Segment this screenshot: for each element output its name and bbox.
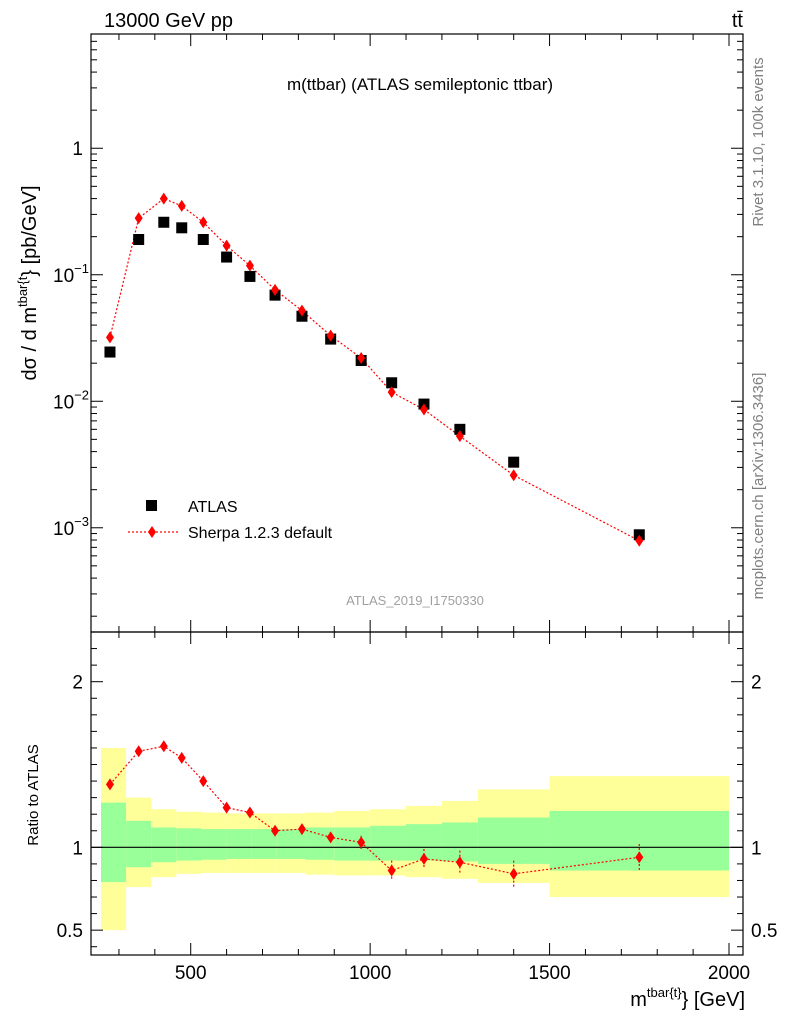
sherpa-ratio-point bbox=[635, 851, 644, 864]
mcplots-credit: mcplots.cern.ch [arXiv:1306.3436] bbox=[750, 373, 767, 600]
main-frame bbox=[90, 33, 744, 633]
x-tick-label: 1500 bbox=[528, 963, 570, 984]
ratio-y-axis-label: Ratio to ATLAS bbox=[25, 744, 42, 845]
sherpa-point bbox=[105, 331, 114, 344]
atlas-point bbox=[454, 423, 466, 435]
sherpa-point bbox=[271, 283, 280, 296]
x-axis-label: mtbar{t}} [GeV] bbox=[630, 985, 745, 1011]
sherpa-point bbox=[357, 351, 366, 364]
ratio-uncertainty-bands bbox=[101, 747, 729, 931]
sherpa-ratio-point bbox=[199, 775, 208, 788]
band-inner bbox=[151, 827, 177, 863]
main-y-tick-label: 10−3 bbox=[53, 514, 89, 540]
sherpa-point bbox=[635, 534, 644, 547]
main-y-tick-label: 1 bbox=[72, 139, 83, 160]
sherpa-point bbox=[297, 304, 306, 317]
ratio-points bbox=[105, 740, 644, 888]
sherpa-point bbox=[222, 239, 231, 252]
ratio-y-tick-label: 2 bbox=[72, 673, 83, 694]
band-inner bbox=[126, 820, 152, 868]
atlas-point bbox=[244, 270, 256, 282]
sherpa-ratio-line bbox=[109, 745, 640, 875]
main-y-tick-label: 10−2 bbox=[53, 387, 89, 413]
sherpa-ratio-point bbox=[159, 740, 168, 753]
legend-sherpa-marker bbox=[148, 526, 156, 538]
sherpa-ratio-point bbox=[387, 864, 396, 877]
band-inner bbox=[101, 802, 127, 883]
atlas-point bbox=[508, 456, 520, 468]
band-inner bbox=[251, 829, 277, 859]
sherpa-point bbox=[177, 199, 186, 212]
sherpa-line bbox=[109, 197, 640, 542]
sherpa-ratio-point bbox=[326, 831, 335, 844]
analysis-watermark: ATLAS_2019_I1750330 bbox=[346, 593, 484, 608]
sherpa-ratio-point bbox=[134, 745, 143, 758]
atlas-point bbox=[221, 251, 233, 263]
band-inner bbox=[334, 827, 371, 861]
atlas-point bbox=[104, 346, 116, 358]
ratio-y-tick-label-right: 1 bbox=[751, 838, 762, 859]
ratio-y-tick-label-right: 0.5 bbox=[751, 921, 777, 942]
band-inner bbox=[226, 829, 252, 859]
legend-atlas-label: ATLAS bbox=[188, 499, 238, 516]
band-inner bbox=[201, 829, 227, 860]
sherpa-point bbox=[387, 386, 396, 399]
header-process: 13000 GeV pp bbox=[104, 10, 233, 32]
main-points bbox=[104, 192, 645, 547]
band-inner bbox=[305, 827, 335, 860]
header-final-state: tt̄ bbox=[732, 10, 744, 32]
sherpa-ratio-point bbox=[419, 852, 428, 865]
sherpa-point bbox=[509, 469, 518, 482]
sherpa-point bbox=[455, 430, 464, 443]
x-tick-label: 2000 bbox=[708, 963, 750, 984]
sherpa-point bbox=[245, 259, 254, 272]
ratio-y-tick-label: 1 bbox=[72, 838, 83, 859]
sherpa-point bbox=[134, 212, 143, 225]
sherpa-ratio-point bbox=[455, 856, 464, 869]
sherpa-ratio-point bbox=[177, 751, 186, 764]
sherpa-ratio-point bbox=[357, 836, 366, 849]
sherpa-point bbox=[199, 216, 208, 229]
rivet-version-label: Rivet 3.1.10, 100k events bbox=[750, 57, 767, 226]
legend: ATLAS Sherpa 1.2.3 default bbox=[128, 499, 333, 542]
sherpa-ratio-point bbox=[222, 801, 231, 814]
legend-atlas-marker bbox=[146, 500, 157, 511]
sherpa-ratio-point bbox=[245, 806, 254, 819]
band-inner bbox=[477, 817, 550, 864]
atlas-point bbox=[197, 233, 209, 245]
main-y-tick-label: 10−1 bbox=[53, 261, 89, 287]
sherpa-main-line bbox=[109, 197, 640, 542]
atlas-point bbox=[158, 216, 170, 228]
atlas-point bbox=[386, 377, 398, 389]
ratio-y-tick-label: 0.5 bbox=[57, 921, 83, 942]
x-tick-label: 500 bbox=[175, 963, 207, 984]
main-y-axis-label: dσ / d mtbar{t} [pb/GeV] bbox=[15, 185, 41, 380]
ratio-y-tick-label-right: 2 bbox=[751, 673, 762, 694]
ratio-frame bbox=[90, 631, 744, 956]
sherpa-point bbox=[159, 192, 168, 205]
sherpa-point bbox=[419, 403, 428, 416]
x-tick-label: 1000 bbox=[349, 963, 391, 984]
sherpa-ratio-point bbox=[297, 823, 306, 836]
band-inner bbox=[176, 828, 202, 861]
band-inner bbox=[276, 829, 306, 859]
sherpa-point bbox=[326, 329, 335, 342]
sherpa-ratio-point bbox=[509, 867, 518, 880]
atlas-point bbox=[176, 222, 188, 234]
plot-title: m(ttbar) (ATLAS semileptonic ttbar) bbox=[287, 75, 553, 94]
legend-sherpa-label: Sherpa 1.2.3 default bbox=[188, 525, 333, 542]
band-inner bbox=[370, 825, 407, 861]
atlas-point bbox=[133, 233, 145, 245]
sherpa-ratio-point bbox=[271, 824, 280, 837]
sherpa-ratio-point bbox=[105, 778, 114, 791]
